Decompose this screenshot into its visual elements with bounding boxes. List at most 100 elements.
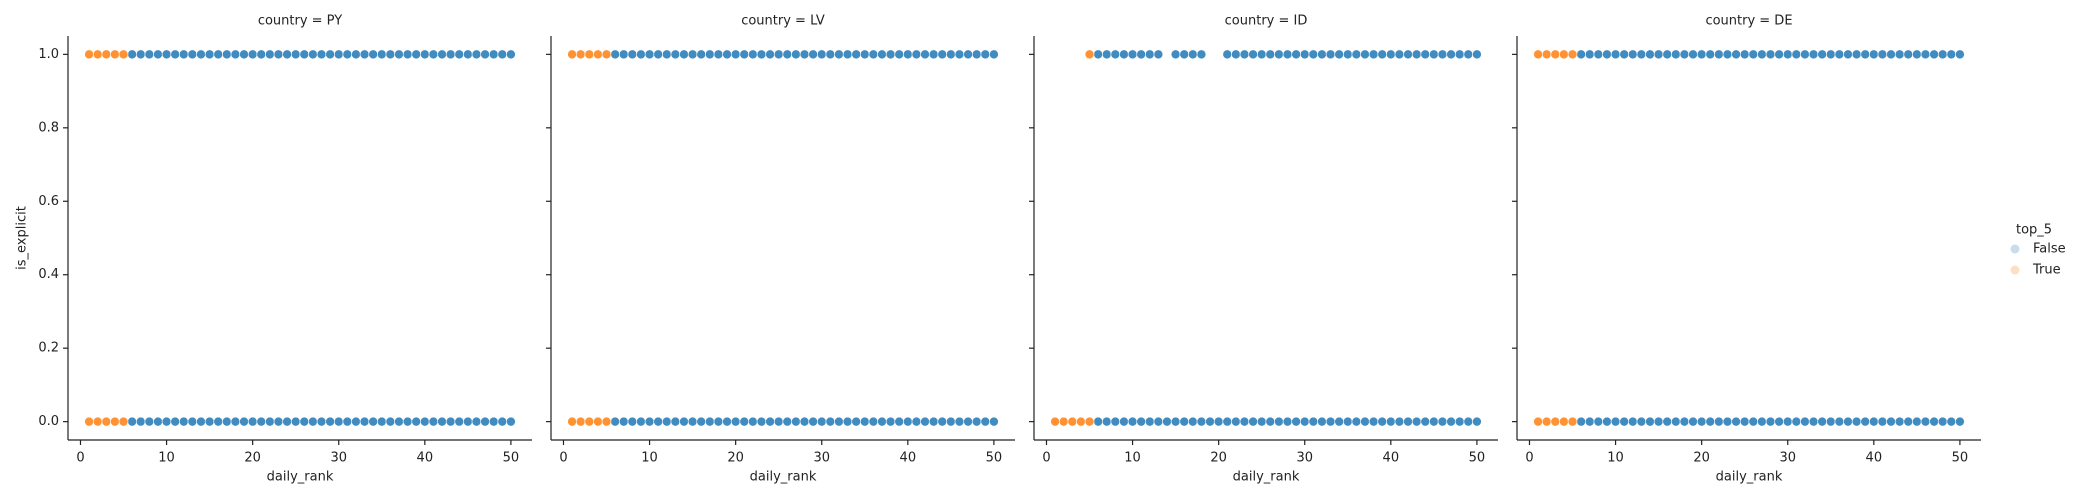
point bbox=[696, 416, 707, 427]
point bbox=[713, 49, 724, 60]
point bbox=[1929, 416, 1939, 427]
point bbox=[1394, 49, 1405, 60]
point bbox=[1463, 416, 1474, 427]
point bbox=[1757, 416, 1767, 427]
point bbox=[1162, 416, 1172, 427]
point bbox=[1308, 416, 1319, 427]
point bbox=[368, 49, 378, 60]
point bbox=[342, 49, 353, 60]
point bbox=[1731, 49, 1741, 60]
point bbox=[1920, 416, 1931, 427]
point bbox=[1386, 416, 1396, 427]
point bbox=[1533, 49, 1543, 60]
point bbox=[402, 416, 413, 427]
point bbox=[1541, 416, 1552, 427]
point bbox=[1894, 416, 1905, 427]
point bbox=[411, 416, 422, 427]
point bbox=[748, 416, 758, 427]
point bbox=[1619, 416, 1629, 427]
point bbox=[618, 416, 629, 427]
point bbox=[1334, 49, 1344, 60]
x-tick-label: 40 bbox=[900, 451, 917, 466]
x-tick-label: 30 bbox=[1296, 451, 1313, 466]
point bbox=[454, 416, 465, 427]
point bbox=[1084, 49, 1095, 60]
point bbox=[799, 49, 810, 60]
point bbox=[118, 49, 129, 60]
point bbox=[928, 416, 939, 427]
point bbox=[756, 416, 767, 427]
point bbox=[1627, 49, 1638, 60]
point bbox=[1739, 49, 1750, 60]
point bbox=[980, 416, 991, 427]
point bbox=[765, 416, 775, 427]
point bbox=[859, 416, 870, 427]
point bbox=[1420, 49, 1431, 60]
point bbox=[1119, 416, 1129, 427]
point bbox=[161, 416, 172, 427]
point bbox=[920, 49, 930, 60]
point bbox=[308, 416, 318, 427]
point bbox=[463, 416, 473, 427]
x-tick-label: 50 bbox=[986, 451, 1003, 466]
point bbox=[1472, 416, 1482, 427]
point bbox=[627, 49, 638, 60]
point bbox=[713, 416, 724, 427]
point bbox=[1170, 416, 1181, 427]
facet-title: country = ID bbox=[1225, 14, 1308, 29]
point bbox=[1653, 416, 1664, 427]
point bbox=[333, 49, 344, 60]
point bbox=[463, 49, 473, 60]
point bbox=[1688, 49, 1698, 60]
point bbox=[1748, 416, 1759, 427]
point bbox=[1420, 416, 1431, 427]
point bbox=[687, 416, 698, 427]
point bbox=[567, 416, 577, 427]
legend-label: True bbox=[2032, 263, 2061, 278]
point bbox=[1912, 416, 1922, 427]
point bbox=[722, 49, 732, 60]
point bbox=[1429, 49, 1439, 60]
point bbox=[376, 416, 387, 427]
point bbox=[885, 49, 896, 60]
point bbox=[868, 416, 879, 427]
point bbox=[1076, 416, 1086, 427]
point bbox=[497, 416, 508, 427]
point bbox=[1325, 416, 1336, 427]
x-tick-label: 30 bbox=[1779, 451, 1796, 466]
point bbox=[1368, 49, 1379, 60]
point bbox=[1567, 49, 1578, 60]
point bbox=[980, 49, 991, 60]
point bbox=[1248, 416, 1258, 427]
point bbox=[1136, 416, 1146, 427]
point bbox=[1282, 49, 1293, 60]
point bbox=[187, 49, 198, 60]
point bbox=[1411, 416, 1422, 427]
point bbox=[1593, 49, 1604, 60]
legend-title: top_5 bbox=[2016, 223, 2052, 238]
y-tick-label: 0.6 bbox=[38, 194, 59, 209]
point bbox=[1671, 416, 1681, 427]
point bbox=[265, 49, 275, 60]
point bbox=[1196, 49, 1207, 60]
point bbox=[497, 49, 508, 60]
point bbox=[1714, 416, 1724, 427]
x-axis-label: daily_rank bbox=[1716, 470, 1783, 485]
point bbox=[1662, 49, 1673, 60]
point bbox=[928, 49, 939, 60]
point bbox=[92, 49, 103, 60]
point bbox=[445, 49, 456, 60]
x-tick-label: 40 bbox=[417, 451, 434, 466]
point bbox=[1368, 416, 1379, 427]
point bbox=[1291, 49, 1301, 60]
point bbox=[593, 49, 603, 60]
x-tick-label: 0 bbox=[1042, 451, 1050, 466]
point bbox=[445, 416, 456, 427]
point bbox=[1843, 49, 1853, 60]
point bbox=[1550, 49, 1561, 60]
point bbox=[1533, 416, 1543, 427]
point bbox=[1559, 416, 1569, 427]
point bbox=[1351, 416, 1362, 427]
point bbox=[480, 49, 490, 60]
